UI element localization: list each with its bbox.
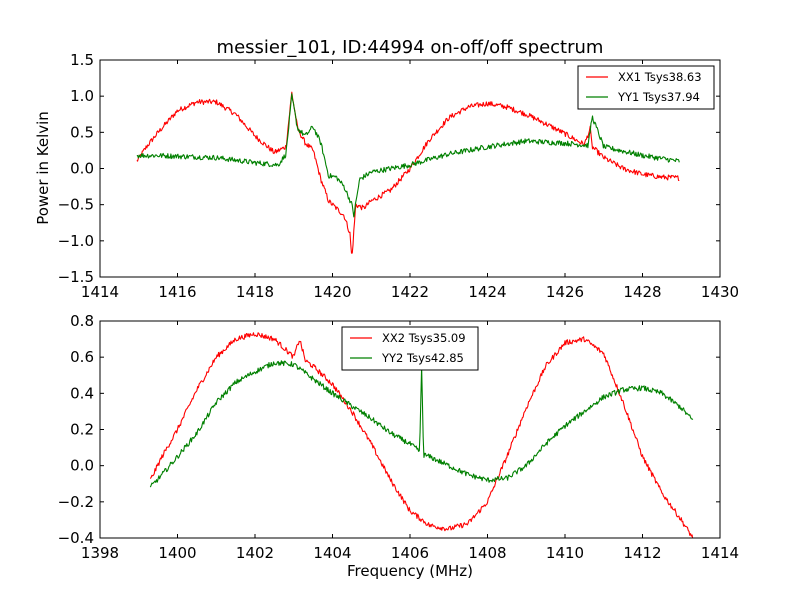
x-tick-label: 1422 xyxy=(391,283,429,301)
x-tick-label: 1408 xyxy=(468,544,506,562)
y-tick-label: 0.0 xyxy=(70,160,94,178)
series-line-1 xyxy=(149,332,694,538)
x-tick-label: 1430 xyxy=(701,283,739,301)
x-tick-label: 1424 xyxy=(468,283,506,301)
legend-label-1: XX1 Tsys38.63 xyxy=(618,70,702,84)
x-tick-label: 1402 xyxy=(236,544,274,562)
y-tick-label: −0.4 xyxy=(58,529,94,547)
y-tick-label: 0.4 xyxy=(70,384,94,402)
series-line-2 xyxy=(136,93,680,218)
x-tick-label: 1416 xyxy=(158,283,196,301)
x-tick-label: 1400 xyxy=(158,544,196,562)
series-group xyxy=(136,91,680,254)
x-tick-label: 1404 xyxy=(313,544,351,562)
x-tick-label: 1414 xyxy=(701,544,739,562)
legend: XX1 Tsys38.63 YY1 Tsys37.94 xyxy=(577,65,715,110)
legend-box xyxy=(577,65,715,110)
y-tick-label: −1.5 xyxy=(58,268,94,286)
x-tick-label: 1426 xyxy=(546,283,584,301)
x-tick-label: 1418 xyxy=(236,283,274,301)
legend: XX2 Tsys35.09 YY2 Tsys42.85 xyxy=(341,326,479,371)
y-tick-label: 0.0 xyxy=(70,457,94,475)
y-tick-label: 1.5 xyxy=(70,51,94,69)
y-tick-label: −0.2 xyxy=(58,493,94,511)
legend-box xyxy=(341,326,479,371)
x-tick-label: 1428 xyxy=(623,283,661,301)
y-axis-label: Power in Kelvin xyxy=(34,111,52,225)
legend-label-1: XX2 Tsys35.09 xyxy=(382,331,466,345)
legend-label-2: YY1 Tsys37.94 xyxy=(617,90,700,104)
y-tick-label: 0.2 xyxy=(70,421,94,439)
y-tick-label: 1.0 xyxy=(70,87,94,105)
bottom-panel: 1398 1400 1402 1404 1406 1408 1410 1412 1414 −0.4… xyxy=(58,312,740,562)
y-tick-label: −0.5 xyxy=(58,196,94,214)
x-tick-label: 1412 xyxy=(623,544,661,562)
chart-title: messier_101, ID:44994 on-off/off spectru… xyxy=(217,37,604,58)
x-tick-label: 1420 xyxy=(313,283,351,301)
series-line-1 xyxy=(136,91,680,254)
legend-label-2: YY2 Tsys42.85 xyxy=(381,351,464,365)
top-panel: 1414 1416 1418 1420 1422 1424 1426 1428 1430 −1.5… xyxy=(58,51,740,301)
x-tick-label: 1414 xyxy=(81,283,119,301)
y-tick-label: 0.5 xyxy=(70,123,94,141)
x-axis-label: Frequency (MHz) xyxy=(347,562,473,580)
x-tick-label: 1406 xyxy=(391,544,429,562)
y-tick-label: −1.0 xyxy=(58,232,94,250)
y-tick-label: 0.6 xyxy=(70,348,94,366)
x-tick-label: 1398 xyxy=(81,544,119,562)
y-tick-label: 0.8 xyxy=(70,312,94,330)
x-tick-label: 1410 xyxy=(546,544,584,562)
